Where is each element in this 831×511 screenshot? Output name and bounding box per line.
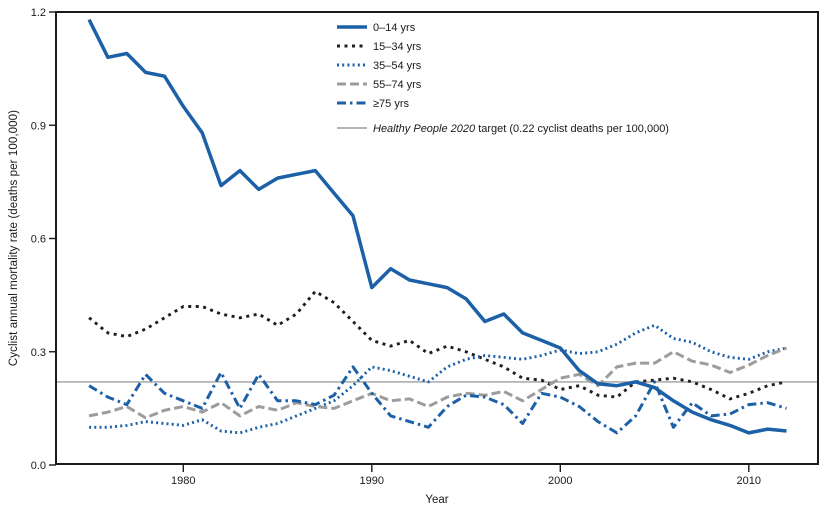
y-tick-label: 1.2: [31, 7, 46, 19]
y-tick-label: 0.9: [31, 120, 46, 132]
legend-label-target: Healthy People 2020 target (0.22 cyclist…: [373, 123, 669, 135]
legend-label: 0–14 yrs: [373, 22, 416, 34]
legend-item-15-34-yrs: 15–34 yrs: [337, 41, 422, 53]
legend-item-healthy-people-2020-target: Healthy People 2020 target (0.22 cyclist…: [337, 123, 669, 135]
y-tick-label: 0.6: [31, 234, 46, 246]
legend-item-55-74-yrs: 55–74 yrs: [337, 79, 422, 91]
y-tick-label: 0.3: [31, 347, 46, 359]
legend-label: 55–74 yrs: [373, 79, 422, 91]
series-line-75-yrs: [88, 365, 787, 435]
legend: 0–14 yrs 15–34 yrs 35–54 yrs 55–74 yrs ≥75 y…: [337, 22, 669, 135]
x-tick-label: 1980: [171, 475, 195, 487]
legend-label: 15–34 yrs: [373, 41, 422, 53]
x-tick-label: 2010: [737, 475, 761, 487]
legend-label: 35–54 yrs: [373, 60, 422, 72]
legend-label: ≥75 yrs: [373, 98, 409, 110]
legend-item-75-yrs: ≥75 yrs: [337, 98, 409, 110]
x-axis-title: Year: [425, 494, 449, 506]
x-tick-label: 1990: [360, 475, 384, 487]
series-line-0-14-yrs: [87, 18, 787, 435]
y-tick-label: 0.0: [31, 460, 46, 472]
series-line-55-74-yrs: [88, 346, 788, 420]
series-line-35-54-yrs: [89, 323, 787, 435]
legend-item-0-14-yrs: 0–14 yrs: [337, 22, 416, 34]
series-line-15-34-yrs: [88, 289, 787, 401]
y-axis-title: Cyclist annual mortality rate (deaths pe…: [8, 109, 20, 367]
legend-item-35-54-yrs: 35–54 yrs: [337, 60, 422, 72]
x-tick-label: 2000: [548, 475, 572, 487]
